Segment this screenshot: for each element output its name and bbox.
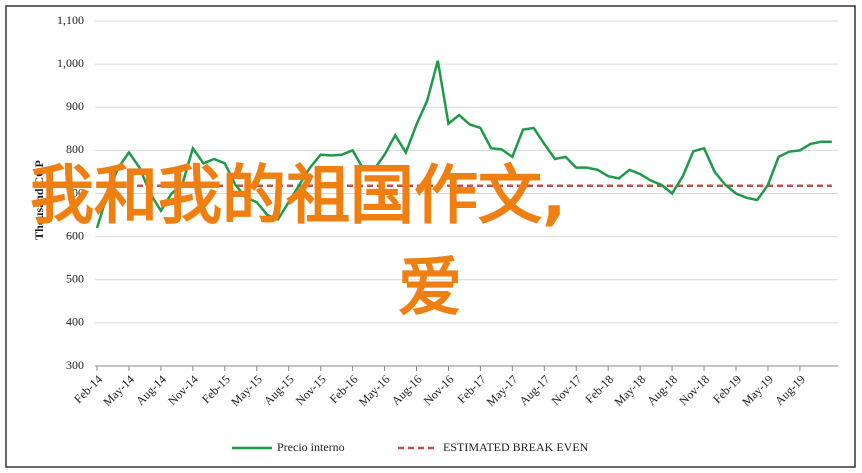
y-tick-label: 300 bbox=[66, 358, 84, 372]
legend-label: ESTIMATED BREAK EVEN bbox=[443, 440, 589, 454]
y-axis-title: Thousand COP bbox=[32, 160, 46, 240]
y-tick-label: 900 bbox=[66, 99, 84, 113]
y-tick-label: 600 bbox=[66, 228, 84, 242]
y-tick-label: 500 bbox=[66, 272, 84, 286]
y-tick-label: 1,100 bbox=[57, 13, 84, 27]
y-tick-label: 800 bbox=[66, 142, 84, 156]
overlay-text: 爱 bbox=[398, 252, 462, 326]
series-line bbox=[95, 60, 832, 229]
overlay-text: 我和我的祖国作文, bbox=[30, 160, 566, 234]
y-tick-label: 700 bbox=[66, 185, 84, 199]
legend-label: Precio interno bbox=[277, 440, 345, 454]
y-tick-label: 1,000 bbox=[57, 56, 84, 70]
y-tick-label: 400 bbox=[66, 315, 84, 329]
